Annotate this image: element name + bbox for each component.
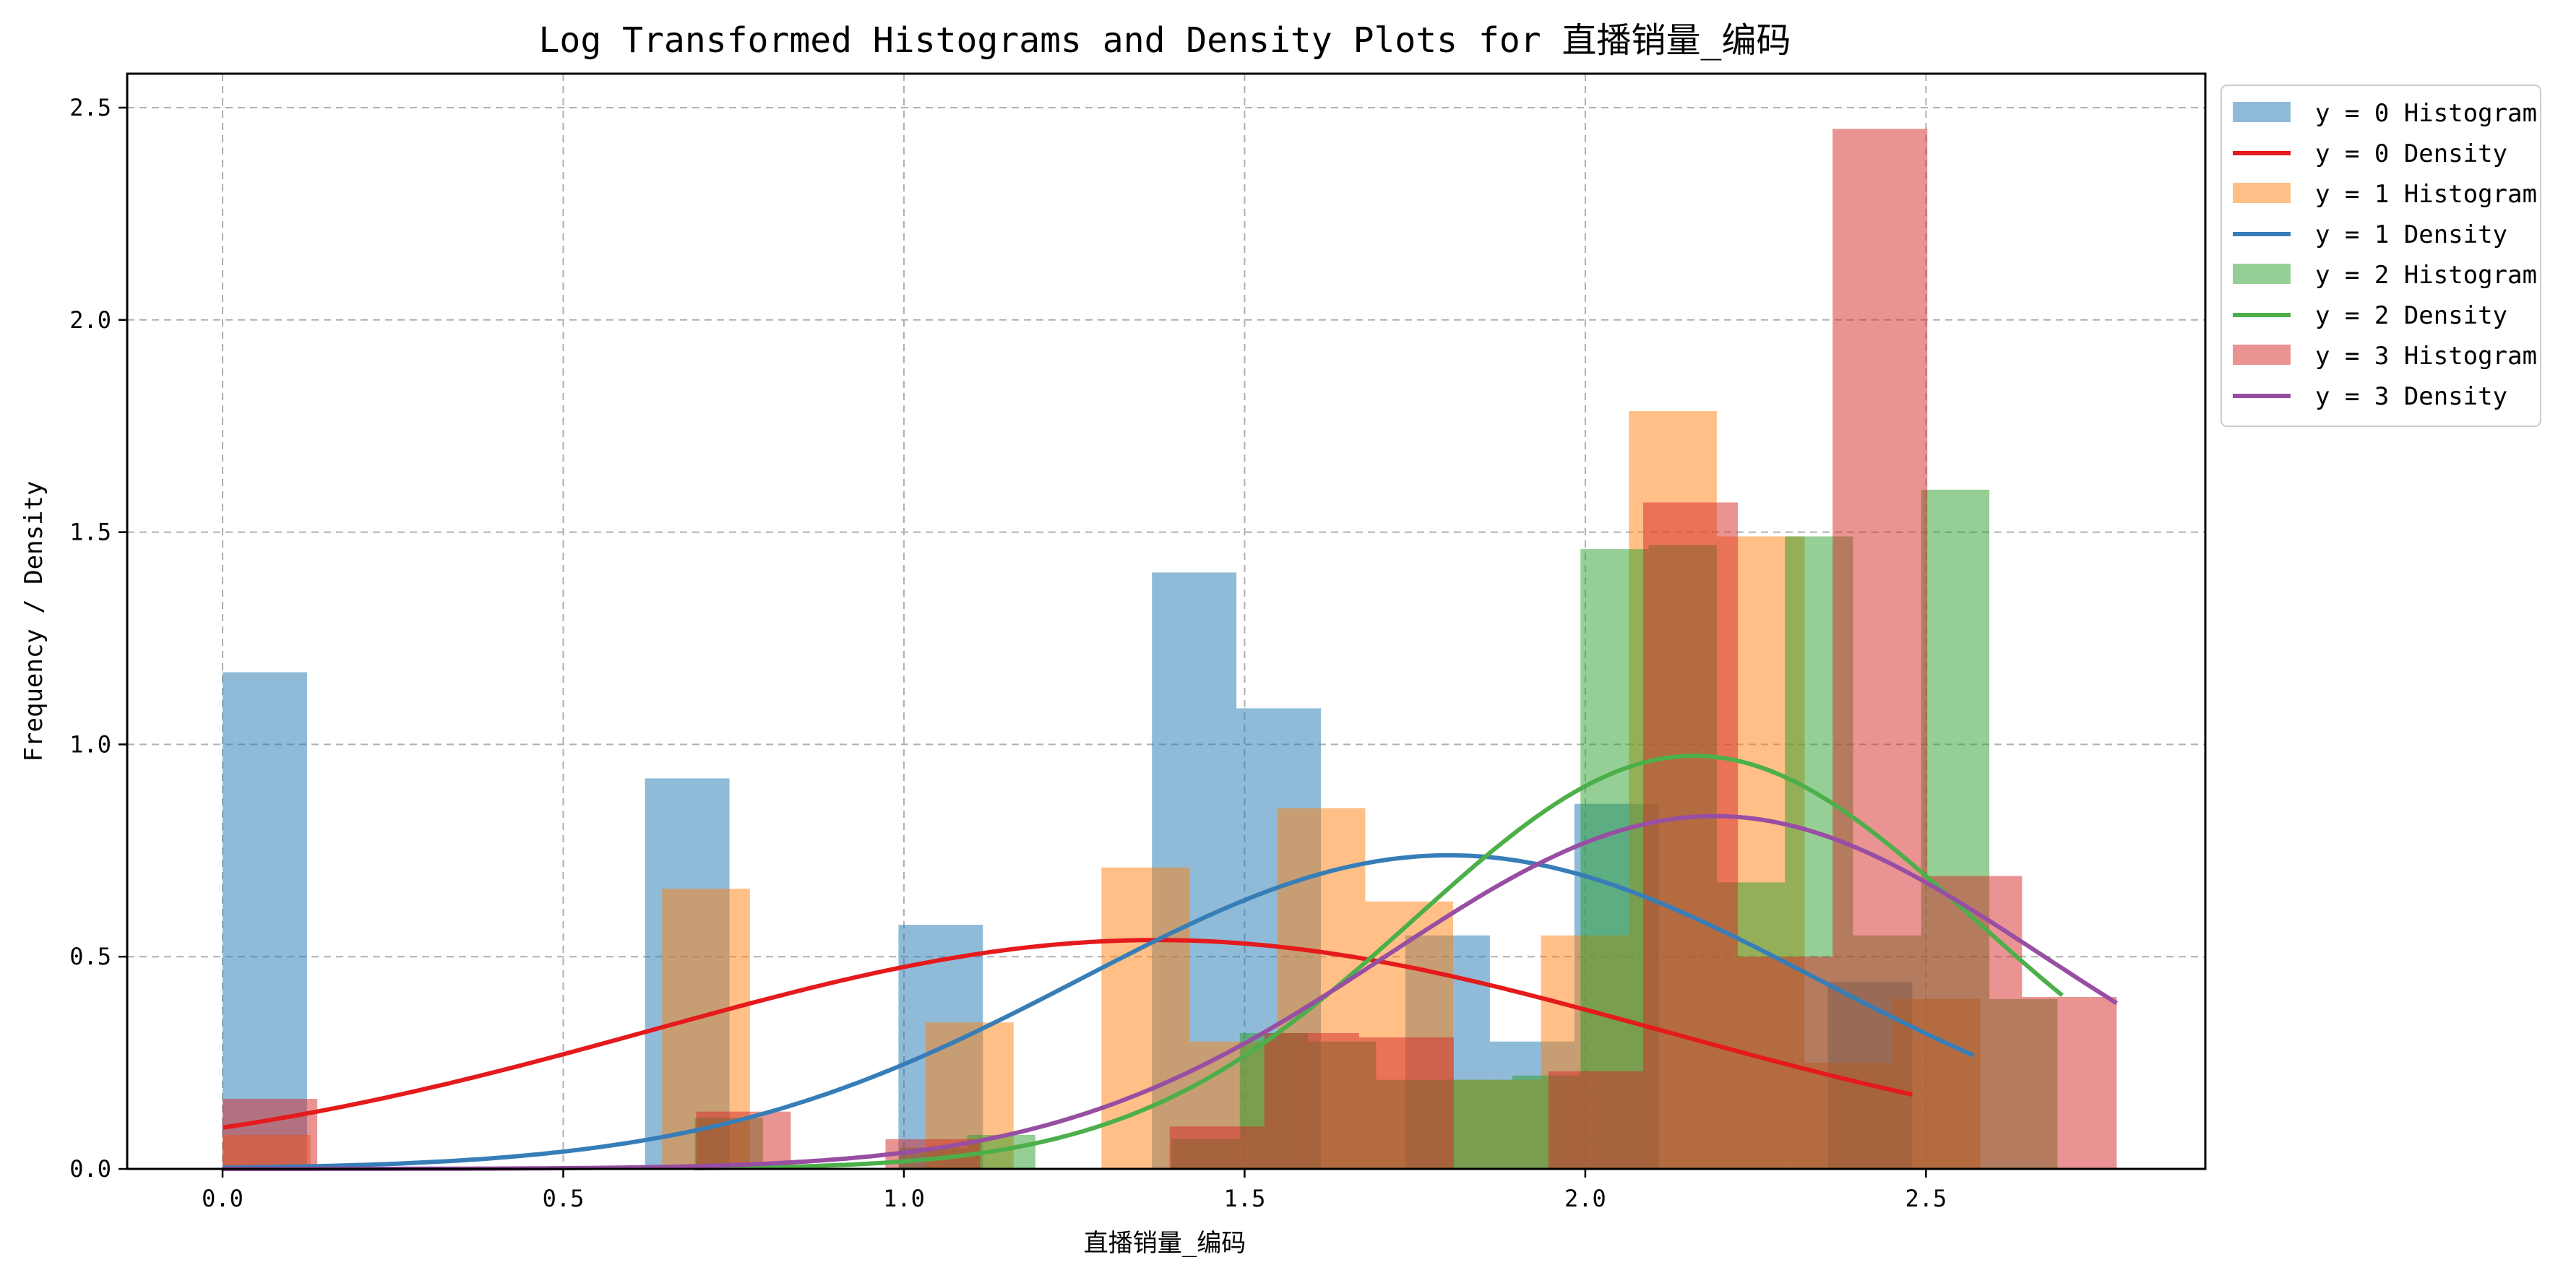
- legend-frame: [2220, 85, 2541, 427]
- x-tick-label: 1.0: [883, 1185, 925, 1212]
- density-curves: [222, 754, 2119, 1171]
- x-tick-label: 0.0: [202, 1185, 244, 1212]
- histogram-bar: [223, 672, 307, 1169]
- histogram-bar: [1580, 549, 1649, 1169]
- histogram-bar: [1358, 1037, 1454, 1169]
- histogram-bar: [1927, 876, 2023, 1169]
- y-tick-label: 2.0: [69, 306, 111, 334]
- y-tick-label: 1.5: [69, 519, 111, 546]
- legend-label: y = 1 Histogram: [2315, 180, 2537, 209]
- legend-label: y = 0 Density: [2315, 139, 2507, 168]
- legend-label: y = 3 Density: [2315, 382, 2507, 411]
- legend-label: y = 2 Histogram: [2315, 261, 2537, 290]
- y-tick-label: 0.5: [69, 943, 111, 970]
- legend: y = 0 Histogram y = 0 Density y = 1 Histog…: [2220, 85, 2541, 427]
- x-tick-label: 2.0: [1564, 1185, 1606, 1212]
- legend-swatch: [2233, 183, 2291, 203]
- x-axis-title: 直播销量_编码: [1084, 1229, 1246, 1258]
- x-tick-label: 2.5: [1905, 1185, 1947, 1212]
- y-tick-label: 2.5: [69, 94, 111, 121]
- legend-label: y = 1 Density: [2315, 220, 2507, 249]
- x-tick-label: 1.5: [1224, 1185, 1266, 1212]
- legend-label: y = 0 Histogram: [2315, 99, 2537, 128]
- legend-label: y = 2 Density: [2315, 301, 2507, 330]
- legend-swatch: [2233, 345, 2291, 365]
- density-curve: [222, 938, 1913, 1130]
- histogram-bar: [1643, 502, 1739, 1169]
- chart-title: Log Transformed Histograms and Density P…: [539, 20, 1791, 61]
- legend-swatch: [2233, 264, 2291, 284]
- histogram-bar: [1444, 1079, 1513, 1169]
- histogram-bar: [1548, 1071, 1644, 1169]
- plot-frame: [126, 72, 2207, 1170]
- density-curve: [694, 754, 2064, 1171]
- legend-label: y = 3 Histogram: [2315, 342, 2537, 371]
- y-tick-label: 0.0: [69, 1155, 111, 1183]
- histogram-bar: [1101, 867, 1190, 1169]
- histogram-bar: [1169, 1126, 1265, 1169]
- histogram-bar: [1264, 1032, 1359, 1169]
- y-axis-title: Frequency / Density: [20, 481, 48, 762]
- y-tick-label: 1.0: [69, 730, 111, 758]
- x-tick-label: 0.5: [543, 1185, 585, 1212]
- histogram-bar: [223, 1099, 318, 1169]
- histogram-bar: [2022, 997, 2117, 1169]
- density-curve: [222, 852, 1975, 1170]
- legend-swatch: [2233, 102, 2291, 122]
- axis-ticks: 0.0 0.5 1.0 1.5 2.0 2.5 0.0 0.5 1.0 1.5 2.0 2.5: [69, 94, 1947, 1212]
